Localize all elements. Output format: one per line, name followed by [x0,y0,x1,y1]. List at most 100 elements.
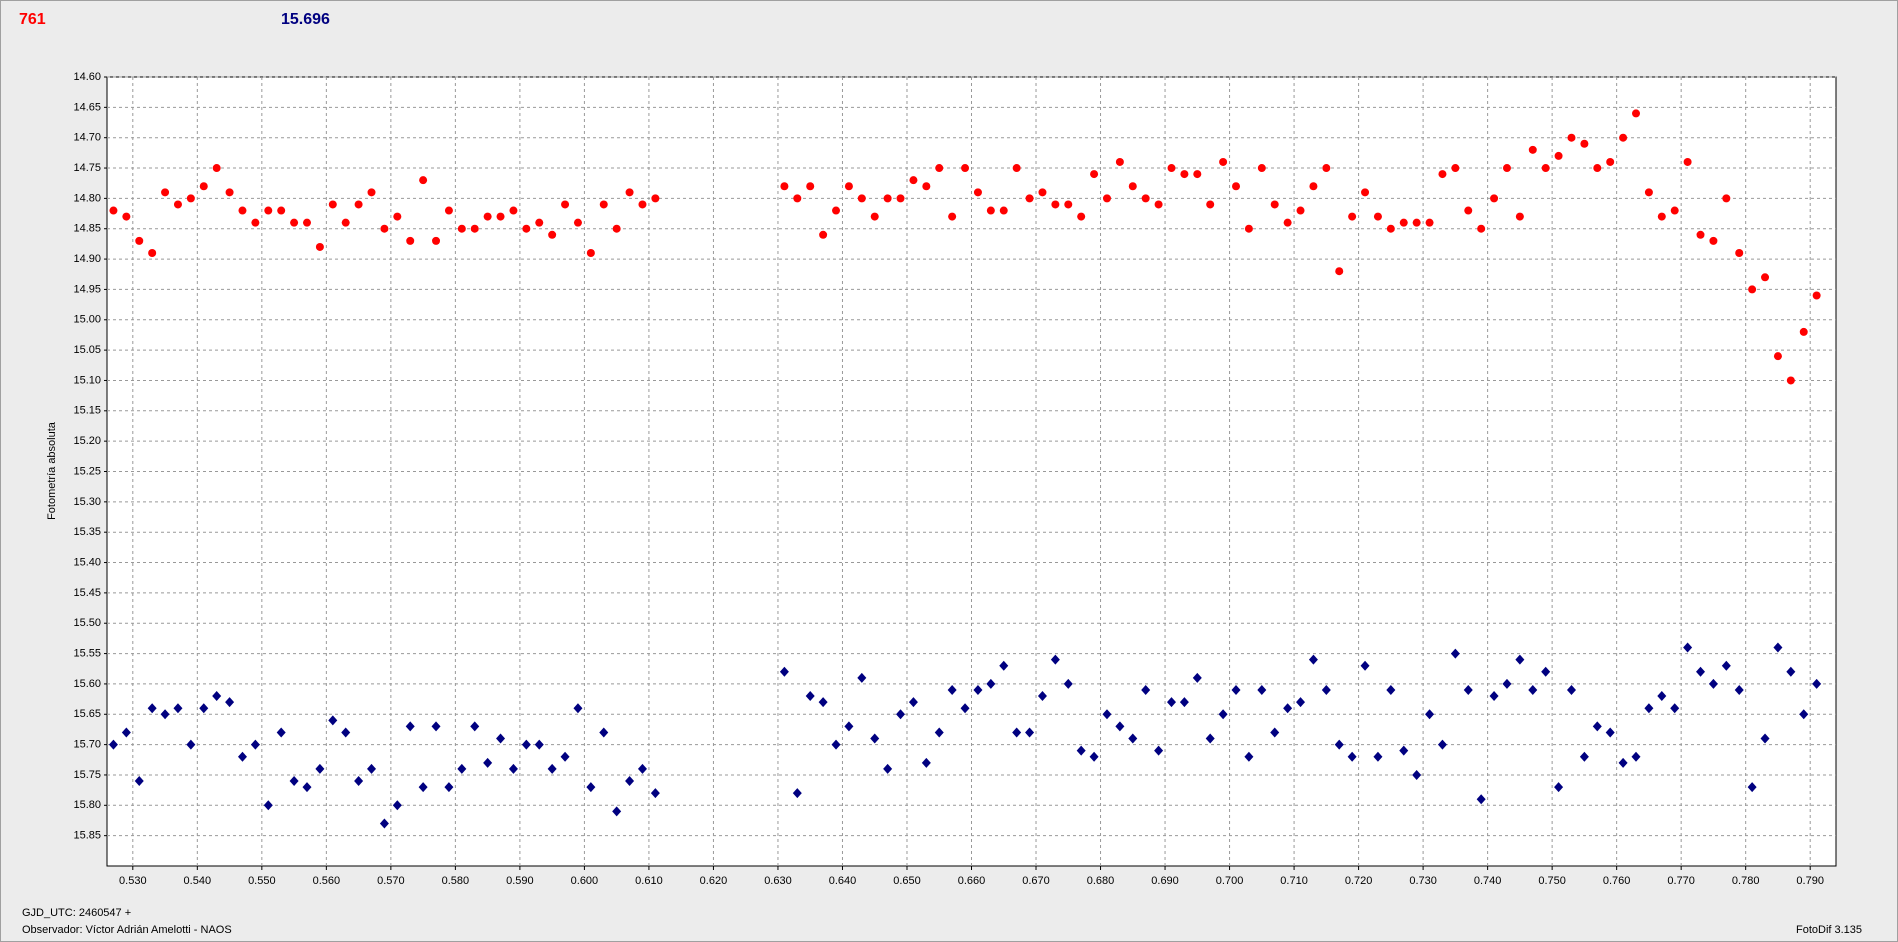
data-point [470,224,479,233]
data-point [225,697,235,708]
data-point [1115,157,1124,166]
x-tick-label: 0.720 [1345,875,1373,887]
data-point [1335,267,1344,276]
data-point [870,733,880,744]
data-point [870,212,879,221]
data-point [186,194,195,203]
data-point [1386,684,1396,695]
data-point [960,703,970,714]
x-tick-label: 0.760 [1603,875,1631,887]
data-point [1090,170,1099,179]
x-tick-label: 0.770 [1667,875,1695,887]
x-tick-label: 0.740 [1474,875,1502,887]
data-point [560,751,570,762]
data-point [1296,206,1305,215]
data-point [1657,691,1667,702]
data-point [1206,200,1215,209]
data-point [276,727,286,738]
data-point [625,776,635,787]
y-axis-label: Fotometría absoluta [46,421,58,520]
data-point [1296,697,1306,708]
data-point [650,788,660,799]
data-point [844,182,853,191]
data-point [160,709,170,720]
data-point [212,691,222,702]
data-point [161,188,170,197]
data-point [1709,236,1718,245]
data-point [367,188,376,197]
data-point [470,721,480,732]
data-point [108,739,118,750]
data-point [1308,654,1318,665]
x-tick-label: 0.620 [700,875,728,887]
data-point [1773,642,1783,653]
y-tick-label: 15.20 [73,435,101,447]
data-point [806,182,815,191]
data-point [508,763,518,774]
data-point [909,176,918,185]
y-tick-label: 15.80 [73,799,101,811]
data-point [406,236,415,245]
data-point [844,721,854,732]
data-point [1025,194,1034,203]
x-tick-label: 0.550 [248,875,276,887]
x-tick-label: 0.630 [764,875,792,887]
data-point [1218,709,1228,720]
data-point [419,176,428,185]
y-tick-label: 15.30 [73,496,101,508]
data-point [1283,703,1293,714]
data-point [1361,188,1370,197]
data-point [212,164,221,173]
y-tick-label: 15.35 [73,526,101,538]
data-point [625,188,634,197]
data-point [857,194,866,203]
data-point [651,194,660,203]
x-tick-label: 0.780 [1732,875,1760,887]
data-point [1373,751,1383,762]
data-point [779,666,789,677]
data-point [522,224,531,233]
data-point [1063,678,1073,689]
data-point [1580,139,1589,148]
y-tick-label: 14.75 [73,162,101,174]
y-tick-label: 15.00 [73,314,101,326]
data-point [908,697,918,708]
data-point [586,782,596,793]
data-point [1463,684,1473,695]
x-tick-label: 0.530 [119,875,147,887]
data-point [1812,678,1822,689]
data-point [1205,733,1215,744]
data-point [1373,212,1382,221]
y-tick-label: 15.85 [73,830,101,842]
data-point [341,727,351,738]
data-point [1102,709,1112,720]
x-tick-label: 0.590 [506,875,534,887]
data-point [1244,751,1254,762]
data-point [444,206,453,215]
x-tick-label: 0.640 [829,875,857,887]
data-point [1037,691,1047,702]
data-point [290,218,299,227]
data-point [1438,170,1447,179]
data-point [883,763,893,774]
x-tick-label: 0.580 [442,875,470,887]
data-point [1722,194,1731,203]
data-point [431,721,441,732]
data-point [496,733,506,744]
data-point [922,182,931,191]
data-point [599,200,608,209]
data-point [509,206,518,215]
data-point [1399,218,1408,227]
y-tick-label: 15.60 [73,678,101,690]
data-point [1683,157,1692,166]
data-point [534,739,544,750]
data-point [1141,194,1150,203]
data-point [380,224,389,233]
data-point [1721,660,1731,671]
data-point [1283,218,1292,227]
data-point [1606,157,1615,166]
data-point [1799,327,1808,336]
data-point [1179,697,1189,708]
data-point [947,684,957,695]
data-point [883,194,892,203]
